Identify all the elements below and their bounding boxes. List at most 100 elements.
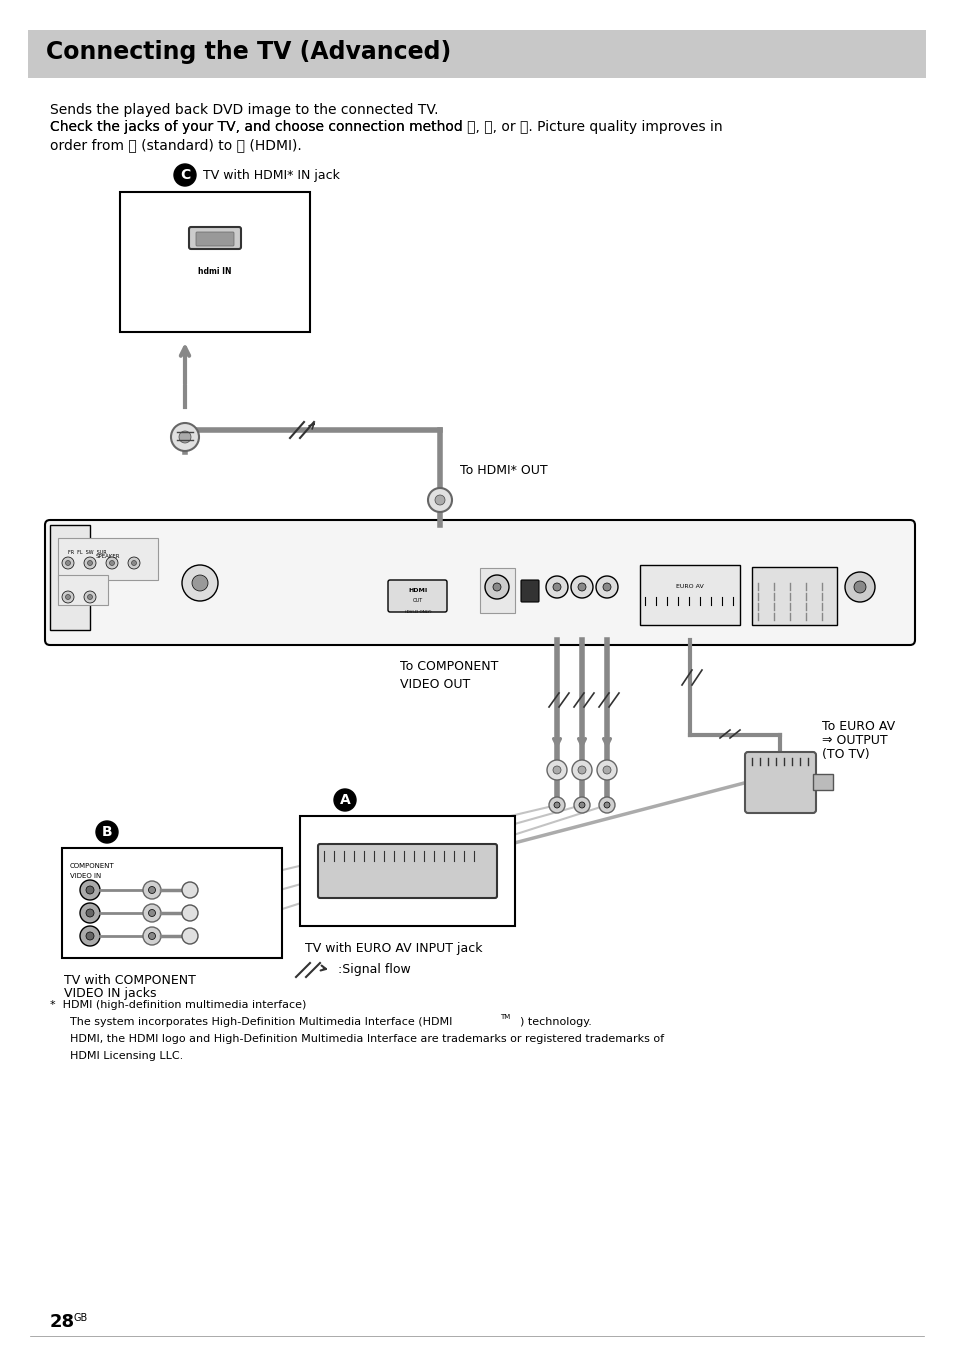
Circle shape [602, 583, 610, 591]
Circle shape [554, 802, 559, 808]
Bar [479, 568, 515, 612]
FancyBboxPatch shape [520, 580, 538, 602]
Circle shape [84, 557, 96, 569]
Circle shape [545, 576, 567, 598]
Text: TM: TM [499, 1014, 510, 1019]
Text: EURO AV: EURO AV [676, 584, 703, 589]
Text: TV with HDMI* IN jack: TV with HDMI* IN jack [203, 169, 339, 181]
Circle shape [88, 561, 92, 565]
FancyBboxPatch shape [317, 844, 497, 898]
Bar [299, 817, 515, 926]
Circle shape [62, 591, 74, 603]
Bar [120, 192, 310, 333]
Circle shape [110, 561, 114, 565]
Circle shape [572, 760, 592, 780]
Text: C: C [180, 168, 190, 183]
Text: COMPONENT: COMPONENT [70, 863, 114, 869]
Text: SPEAKER: SPEAKER [95, 554, 120, 560]
Bar [812, 773, 832, 790]
Text: TV with COMPONENT: TV with COMPONENT [64, 973, 195, 987]
Bar [28, 30, 925, 78]
Circle shape [96, 821, 118, 844]
Text: order from Ⓐ (standard) to Ⓒ (HDMI).: order from Ⓐ (standard) to Ⓒ (HDMI). [50, 138, 301, 151]
Circle shape [86, 932, 94, 940]
Bar [62, 848, 282, 959]
Circle shape [571, 576, 593, 598]
Circle shape [80, 926, 100, 946]
Circle shape [66, 595, 71, 599]
Circle shape [143, 882, 161, 899]
Circle shape [84, 591, 96, 603]
Text: TV with EURO AV INPUT jack: TV with EURO AV INPUT jack [305, 942, 482, 955]
FancyBboxPatch shape [744, 752, 815, 813]
Circle shape [80, 880, 100, 900]
Bar [58, 575, 108, 604]
Circle shape [578, 802, 584, 808]
Circle shape [128, 557, 140, 569]
Circle shape [182, 565, 218, 602]
Circle shape [578, 767, 585, 773]
Circle shape [596, 576, 618, 598]
Text: A: A [339, 794, 350, 807]
Circle shape [179, 431, 191, 443]
Circle shape [548, 796, 564, 813]
Circle shape [597, 760, 617, 780]
Text: Check the jacks of your TV, and choose connection method: Check the jacks of your TV, and choose c… [50, 120, 467, 134]
Circle shape [182, 904, 198, 921]
Text: GB: GB [74, 1313, 89, 1324]
Circle shape [182, 882, 198, 898]
Circle shape [143, 904, 161, 922]
Text: VIDEO IN: VIDEO IN [70, 873, 101, 879]
Text: ) technology.: ) technology. [519, 1017, 591, 1028]
Circle shape [553, 767, 560, 773]
Circle shape [182, 927, 198, 944]
Circle shape [853, 581, 865, 594]
Text: OUT: OUT [413, 599, 423, 603]
Circle shape [106, 557, 118, 569]
Circle shape [334, 790, 355, 811]
Circle shape [603, 802, 609, 808]
Text: HDMI: HDMI [408, 588, 427, 592]
FancyBboxPatch shape [45, 521, 914, 645]
Circle shape [149, 933, 155, 940]
Text: To COMPONENT
VIDEO OUT: To COMPONENT VIDEO OUT [399, 660, 497, 691]
Text: hdmi IN: hdmi IN [198, 268, 232, 277]
Circle shape [435, 495, 444, 506]
Circle shape [173, 164, 195, 187]
Circle shape [143, 927, 161, 945]
Circle shape [66, 561, 71, 565]
Text: The system incorporates High-Definition Multimedia Interface (HDMI: The system incorporates High-Definition … [70, 1017, 452, 1028]
Bar [639, 565, 740, 625]
Circle shape [132, 561, 136, 565]
Text: VIDEO IN jacks: VIDEO IN jacks [64, 987, 156, 1000]
Text: B: B [102, 825, 112, 840]
Text: ⇒ OUTPUT: ⇒ OUTPUT [821, 734, 886, 748]
Circle shape [86, 886, 94, 894]
FancyBboxPatch shape [189, 227, 241, 249]
Circle shape [62, 557, 74, 569]
Text: :Signal flow: :Signal flow [337, 964, 411, 976]
Text: (DVI-D ONLY): (DVI-D ONLY) [404, 610, 431, 614]
Circle shape [171, 423, 199, 452]
Circle shape [574, 796, 589, 813]
Circle shape [493, 583, 500, 591]
Text: HDMI Licensing LLC.: HDMI Licensing LLC. [70, 1051, 183, 1061]
Circle shape [578, 583, 585, 591]
FancyBboxPatch shape [388, 580, 447, 612]
Text: To EURO AV: To EURO AV [821, 721, 894, 733]
Bar [50, 525, 90, 630]
Bar [58, 538, 158, 580]
Circle shape [149, 910, 155, 917]
Text: Connecting the TV (Advanced): Connecting the TV (Advanced) [46, 41, 451, 64]
Circle shape [484, 575, 509, 599]
Circle shape [192, 575, 208, 591]
Circle shape [598, 796, 615, 813]
Text: *  HDMI (high-definition multimedia interface): * HDMI (high-definition multimedia inter… [50, 1000, 306, 1010]
FancyBboxPatch shape [195, 233, 233, 246]
Circle shape [602, 767, 610, 773]
Text: 28: 28 [50, 1313, 75, 1330]
Circle shape [553, 583, 560, 591]
Bar [751, 566, 836, 625]
Text: Sends the played back DVD image to the connected TV.: Sends the played back DVD image to the c… [50, 103, 438, 118]
Circle shape [428, 488, 452, 512]
